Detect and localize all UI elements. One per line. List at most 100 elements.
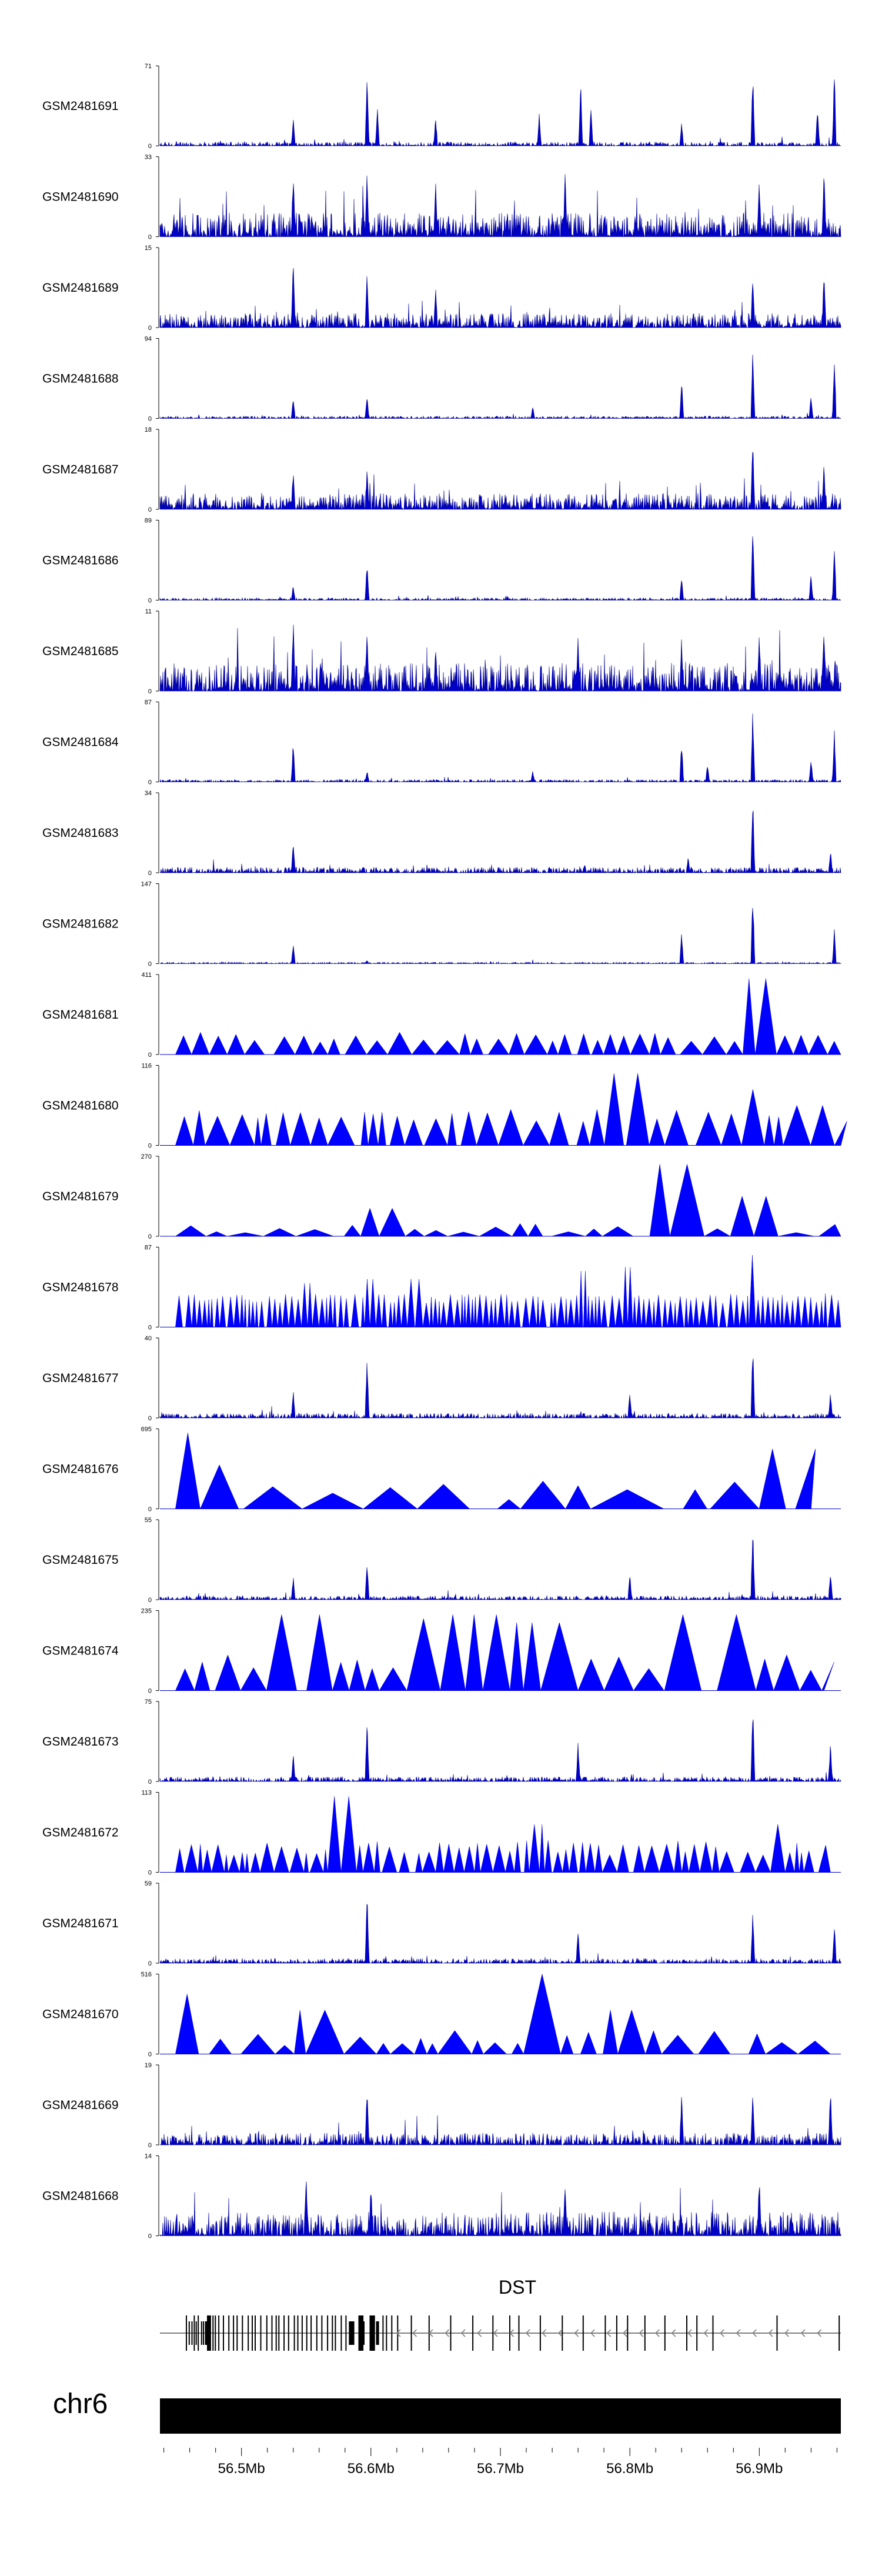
exon bbox=[306, 2315, 308, 2351]
track-GSM2481680: GSM2481680 116 0 bbox=[42, 1063, 847, 1150]
exon bbox=[283, 2315, 285, 2351]
y-max-label: 55 bbox=[145, 1517, 152, 1524]
track-label: GSM2481680 bbox=[42, 1099, 119, 1113]
y-max-label: 116 bbox=[141, 1063, 152, 1070]
strand-arrow-icon bbox=[623, 2329, 627, 2337]
y-min-label: 0 bbox=[148, 1143, 152, 1150]
exon bbox=[386, 2315, 387, 2351]
track-label: GSM2481683 bbox=[42, 826, 119, 840]
track-GSM2481678: GSM2481678 87 0 bbox=[42, 1244, 841, 1332]
signal-area bbox=[159, 1719, 841, 1783]
strand-arrow-icon bbox=[428, 2329, 433, 2337]
track-label: GSM2481681 bbox=[42, 1008, 119, 1022]
exon bbox=[201, 2321, 202, 2345]
y-max-label: 15 bbox=[145, 245, 152, 252]
signal-area bbox=[159, 174, 841, 238]
exon bbox=[776, 2315, 778, 2351]
y-min-label: 0 bbox=[148, 1597, 152, 1604]
y-min-label: 0 bbox=[148, 416, 152, 423]
strand-arrow-icon bbox=[477, 2329, 482, 2337]
strand-arrow-icon bbox=[525, 2329, 530, 2337]
exon bbox=[539, 2315, 541, 2351]
signal-tracks: GSM2481691710GSM2481690330GSM2481689150G… bbox=[42, 63, 847, 2240]
y-max-label: 75 bbox=[145, 1699, 152, 1706]
exon bbox=[373, 2321, 374, 2345]
track-label: GSM2481668 bbox=[42, 2190, 119, 2203]
exon bbox=[271, 2315, 273, 2351]
signal-area bbox=[160, 1796, 841, 1873]
exon bbox=[275, 2315, 277, 2351]
strand-arrow-icon bbox=[800, 2329, 806, 2337]
y-min-label: 0 bbox=[148, 506, 152, 513]
chromosome-axis: chr6 56.5Mb 56.6Mb 56.7Mb 56.8Mb 56.9Mb bbox=[53, 2388, 841, 2477]
gene-label: DST bbox=[499, 2277, 536, 2298]
exon bbox=[582, 2315, 584, 2351]
exon bbox=[838, 2315, 840, 2351]
gene-strand-arrows bbox=[396, 2329, 821, 2337]
exon bbox=[472, 2315, 474, 2351]
y-max-label: 40 bbox=[145, 1335, 152, 1342]
exon bbox=[278, 2315, 280, 2351]
y-max-label: 33 bbox=[145, 154, 152, 161]
exon bbox=[233, 2315, 235, 2351]
exon bbox=[450, 2315, 452, 2351]
signal-area bbox=[159, 536, 841, 601]
signal-area bbox=[159, 2181, 841, 2237]
track-label: GSM2481684 bbox=[42, 736, 119, 749]
track-label: GSM2481686 bbox=[42, 554, 119, 568]
exon bbox=[186, 2315, 187, 2351]
exon bbox=[335, 2315, 336, 2351]
exon bbox=[193, 2315, 195, 2351]
y-min-label: 0 bbox=[148, 1688, 152, 1695]
exon bbox=[228, 2315, 230, 2351]
track-GSM2481674: GSM2481674 235 0 bbox=[42, 1608, 841, 1695]
exon bbox=[188, 2321, 190, 2345]
track-label: GSM2481677 bbox=[42, 1372, 119, 1385]
strand-arrow-icon bbox=[784, 2329, 789, 2337]
track-GSM2481681: GSM2481681 411 0 bbox=[42, 972, 841, 1059]
y-max-label: 19 bbox=[145, 2062, 152, 2069]
y-min-label: 0 bbox=[148, 688, 152, 695]
strand-arrow-icon bbox=[736, 2329, 741, 2337]
track-label: GSM2481679 bbox=[42, 1190, 119, 1203]
exon bbox=[242, 2315, 243, 2351]
track-label: GSM2481669 bbox=[42, 2098, 119, 2112]
track-GSM2481688: GSM2481688 94 0 bbox=[42, 336, 841, 423]
y-max-label: 411 bbox=[141, 972, 152, 979]
y-max-label: 18 bbox=[145, 426, 152, 433]
track-GSM2481673: GSM2481673 75 0 bbox=[42, 1699, 841, 1786]
exon bbox=[248, 2315, 249, 2351]
exon bbox=[316, 2315, 318, 2351]
track-GSM2481675: GSM2481675 55 0 bbox=[42, 1517, 841, 1604]
exon bbox=[352, 2321, 354, 2345]
exon bbox=[212, 2315, 214, 2351]
strand-arrow-icon bbox=[396, 2329, 401, 2337]
exon bbox=[236, 2315, 238, 2351]
exon bbox=[397, 2315, 399, 2351]
y-min-label: 0 bbox=[148, 325, 152, 332]
y-min-label: 0 bbox=[148, 870, 152, 877]
signal-area bbox=[159, 625, 841, 692]
signal-area bbox=[159, 1904, 841, 1964]
y-min-label: 0 bbox=[148, 1052, 152, 1059]
track-label: GSM2481676 bbox=[42, 1463, 119, 1476]
gene-exons bbox=[186, 2315, 840, 2351]
strand-arrow-icon bbox=[412, 2329, 417, 2337]
exon bbox=[205, 2321, 208, 2345]
y-max-label: 11 bbox=[145, 608, 152, 615]
strand-arrow-icon bbox=[768, 2329, 773, 2337]
strand-arrow-icon bbox=[703, 2329, 709, 2337]
track-label: GSM2481691 bbox=[42, 99, 119, 113]
signal-area bbox=[159, 2097, 841, 2146]
exon bbox=[363, 2321, 365, 2345]
x-tick-label: 56.6Mb bbox=[348, 2461, 395, 2477]
track-label: GSM2481672 bbox=[42, 1826, 119, 1840]
signal-area bbox=[160, 1614, 841, 1691]
signal-area bbox=[159, 79, 841, 147]
y-max-label: 113 bbox=[141, 1790, 152, 1797]
y-max-label: 270 bbox=[141, 1153, 152, 1160]
strand-arrow-icon bbox=[720, 2329, 724, 2337]
x-axis: 56.5Mb 56.6Mb 56.7Mb 56.8Mb 56.9Mb bbox=[163, 2448, 837, 2477]
exon bbox=[203, 2321, 204, 2345]
exon bbox=[604, 2315, 606, 2351]
